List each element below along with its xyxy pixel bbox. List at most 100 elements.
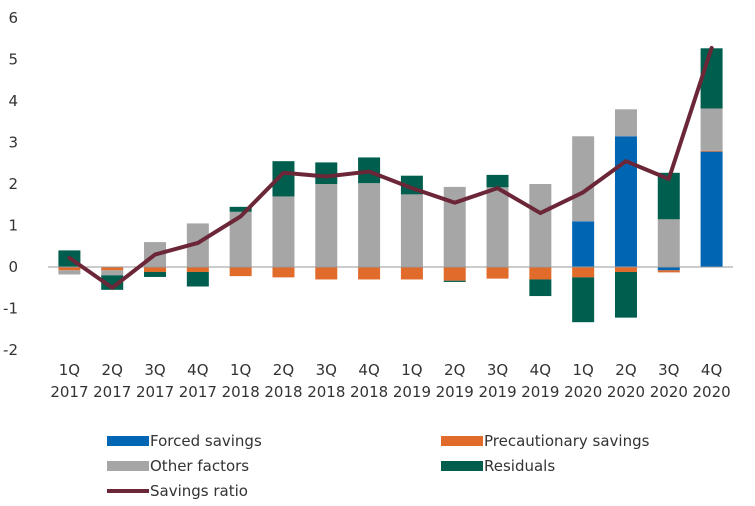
- legend-swatch-forced-savings: [107, 436, 149, 446]
- legend-swatch-residuals: [441, 461, 483, 471]
- x-tick-label: 2Q: [615, 361, 636, 379]
- bars-group: [58, 48, 723, 323]
- bar-other-factors: [529, 184, 552, 267]
- x-tick-year: 2017: [179, 383, 217, 401]
- x-tick-label: 1Q: [401, 361, 422, 379]
- y-tick-label: 2: [8, 175, 18, 193]
- legend-swatch-other-factors: [107, 461, 149, 471]
- bar-precautionary-savings: [272, 267, 295, 278]
- y-axis: -2 -1 0 1 2 3 4 5 6: [3, 9, 18, 359]
- y-tick-label: 6: [8, 9, 18, 27]
- x-tick-year: 2017: [136, 383, 174, 401]
- bar-precautionary-savings: [101, 267, 124, 271]
- bar-other-factors: [486, 187, 509, 267]
- bar-other-factors: [614, 109, 637, 137]
- x-tick-year: 2017: [93, 383, 131, 401]
- x-tick-year: 2018: [264, 383, 302, 401]
- x-tick-label: 2Q: [102, 361, 123, 379]
- bar-precautionary-savings: [315, 267, 338, 280]
- y-tick-label: 5: [8, 51, 18, 69]
- legend-label-forced-savings: Forced savings: [150, 432, 262, 450]
- bar-other-factors: [186, 223, 209, 267]
- y-tick-label: -2: [3, 341, 18, 359]
- x-axis: 1Q 2017 2Q 2017 3Q 2017 4Q 2017 1Q 2018 2Q 2018 3Q 20…: [50, 361, 730, 401]
- bar-precautionary-savings: [486, 267, 509, 279]
- x-tick-label: 2Q: [444, 361, 465, 379]
- savings-ratio-line: [67, 45, 714, 290]
- x-tick-label: 1Q: [572, 361, 593, 379]
- bar-other-factors: [443, 186, 466, 267]
- bar-other-factors: [272, 196, 295, 267]
- x-tick-label: 4Q: [701, 361, 722, 379]
- bar-residuals: [315, 162, 338, 184]
- bar-forced-savings: [614, 136, 637, 267]
- x-tick-label: 4Q: [358, 361, 379, 379]
- x-tick-label: 3Q: [487, 361, 508, 379]
- bar-residuals: [529, 279, 552, 297]
- bar-other-factors: [358, 183, 381, 267]
- x-tick-year: 2018: [222, 383, 260, 401]
- x-tick-label: 3Q: [658, 361, 679, 379]
- bar-other-factors: [101, 270, 124, 276]
- x-tick-year: 2019: [393, 383, 431, 401]
- bar-precautionary-savings: [572, 267, 595, 278]
- x-tick-label: 1Q: [59, 361, 80, 379]
- y-tick-label: 1: [8, 217, 18, 235]
- bar-precautionary-savings: [229, 267, 252, 277]
- x-tick-label: 4Q: [530, 361, 551, 379]
- x-tick-year: 2019: [478, 383, 516, 401]
- bar-residuals: [443, 280, 466, 282]
- bar-precautionary-savings: [186, 267, 209, 272]
- bar-precautionary-savings: [614, 267, 637, 272]
- legend-label-residuals: Residuals: [484, 457, 555, 475]
- x-tick-label: 1Q: [230, 361, 251, 379]
- bar-other-factors: [400, 194, 423, 267]
- bar-residuals: [657, 172, 680, 220]
- y-tick-label: 4: [8, 92, 18, 110]
- bar-residuals: [614, 271, 637, 318]
- y-tick-label: -1: [3, 300, 18, 318]
- bar-forced-savings: [700, 151, 723, 267]
- y-tick-label: 3: [8, 134, 18, 152]
- bar-residuals: [486, 174, 509, 188]
- legend: Forced savings Precautionary savings Other…: [107, 432, 650, 500]
- legend-swatch-precautionary-savings: [441, 436, 483, 446]
- x-tick-label: 2Q: [273, 361, 294, 379]
- legend-label-other-factors: Other factors: [150, 457, 249, 475]
- bar-other-factors: [315, 184, 338, 267]
- bar-precautionary-savings: [144, 267, 167, 272]
- x-tick-year: 2017: [50, 383, 88, 401]
- bar-other-factors: [700, 108, 723, 151]
- y-tick-label: 0: [8, 258, 18, 276]
- bar-other-factors: [572, 136, 595, 222]
- bar-residuals: [572, 277, 595, 323]
- x-tick-year: 2019: [436, 383, 474, 401]
- x-tick-year: 2020: [693, 383, 731, 401]
- bar-precautionary-savings: [58, 267, 81, 271]
- x-tick-label: 4Q: [187, 361, 208, 379]
- legend-label-precautionary-savings: Precautionary savings: [484, 432, 650, 450]
- bar-precautionary-savings: [529, 267, 552, 280]
- bar-other-factors: [58, 270, 81, 275]
- savings-ratio-line-group: [67, 45, 714, 290]
- bar-precautionary-savings: [400, 267, 423, 280]
- x-tick-year: 2020: [607, 383, 645, 401]
- bar-other-factors: [657, 219, 680, 267]
- x-tick-year: 2018: [350, 383, 388, 401]
- bar-residuals: [144, 271, 167, 277]
- bar-precautionary-savings: [443, 267, 466, 281]
- bar-other-factors: [229, 211, 252, 267]
- bar-residuals: [186, 271, 209, 287]
- x-tick-year: 2019: [521, 383, 559, 401]
- bar-precautionary-savings: [700, 150, 723, 152]
- bar-precautionary-savings: [358, 267, 381, 280]
- x-tick-year: 2018: [307, 383, 345, 401]
- bar-residuals: [229, 206, 252, 212]
- bar-forced-savings: [572, 221, 595, 267]
- legend-label-savings-ratio: Savings ratio: [150, 482, 248, 500]
- x-tick-label: 3Q: [144, 361, 165, 379]
- x-tick-year: 2020: [650, 383, 688, 401]
- bar-precautionary-savings: [657, 270, 680, 273]
- x-tick-label: 3Q: [316, 361, 337, 379]
